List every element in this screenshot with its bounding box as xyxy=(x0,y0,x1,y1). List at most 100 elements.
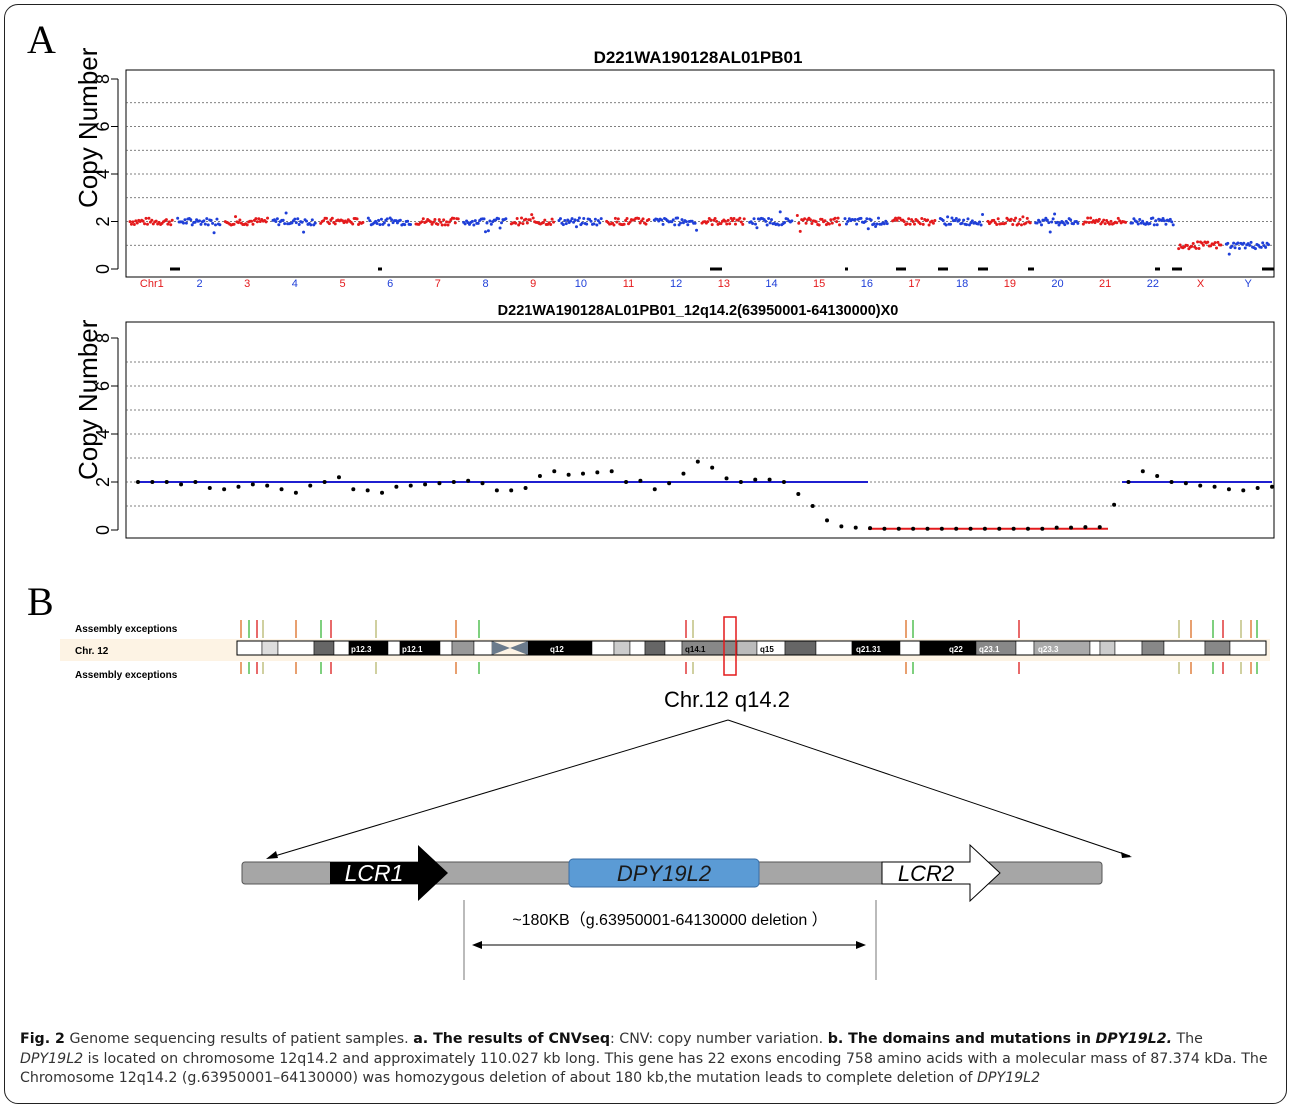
plot2-ytick-label: 6 xyxy=(93,381,113,391)
plot1-point xyxy=(333,222,337,226)
caption-title: Genome sequencing results of patient sam… xyxy=(69,1031,409,1047)
exception-marker xyxy=(1222,620,1224,638)
exception-marker xyxy=(905,620,907,638)
chromosome-band xyxy=(1141,640,1165,656)
plot1-point xyxy=(251,222,255,226)
plot1-point xyxy=(810,222,814,226)
exception-marker xyxy=(256,620,258,638)
plot1-point xyxy=(1017,222,1021,226)
plot1-point xyxy=(1135,220,1139,224)
figure-caption: Fig. 2 Genome sequencing results of pati… xyxy=(20,1030,1270,1089)
chromosome-band xyxy=(333,640,350,656)
plot1-point xyxy=(164,218,168,222)
plot1-point xyxy=(385,217,389,221)
plot1-point xyxy=(576,219,580,223)
plot1-point xyxy=(1171,223,1175,227)
plot1-point xyxy=(472,223,476,227)
exception-marker xyxy=(375,662,377,674)
plot1-point xyxy=(1194,246,1198,250)
plot1-point xyxy=(966,217,970,221)
plot1-point xyxy=(719,222,723,226)
plot1-point xyxy=(1116,216,1120,220)
chromosome-label: 12 xyxy=(670,278,682,290)
plot1-point xyxy=(790,219,794,223)
plot1-point xyxy=(1152,223,1156,227)
plot1-point xyxy=(189,218,193,222)
exception-marker xyxy=(330,620,332,638)
deletion-label: ~180KB（g.63950001-64130000 deletion ） xyxy=(512,911,827,929)
plot2-point xyxy=(1183,481,1188,486)
plot1-point xyxy=(442,218,446,222)
plot1-ytick-label: 4 xyxy=(93,169,113,179)
plot1-point xyxy=(515,216,519,220)
plot1-point xyxy=(309,223,313,227)
band-label: q21.31 xyxy=(856,645,881,654)
chromosome-label: 20 xyxy=(1051,278,1063,290)
chromosome-label: 16 xyxy=(861,278,873,290)
exception-marker xyxy=(1240,620,1242,638)
plot1-point xyxy=(830,221,834,225)
plot1-point xyxy=(131,220,135,224)
chromosome-band xyxy=(613,640,631,656)
plot1-point xyxy=(1264,245,1268,249)
plot1-point xyxy=(1259,245,1263,249)
plot1-point xyxy=(681,221,685,225)
plot1-point xyxy=(1178,243,1182,247)
plot1-point xyxy=(498,226,502,230)
plot1-point xyxy=(660,218,664,222)
plot1-point xyxy=(622,222,626,226)
plot1-point xyxy=(1155,223,1159,227)
plot1-point xyxy=(1063,223,1067,227)
exception-marker xyxy=(685,620,687,638)
plot1-point xyxy=(214,223,218,227)
plot1-point xyxy=(1249,240,1253,244)
plot1-point xyxy=(1069,218,1073,222)
plot1-point xyxy=(593,217,597,221)
plot1-point xyxy=(374,219,378,223)
plot2-point xyxy=(336,475,341,480)
plot2-point xyxy=(1255,486,1260,490)
plot1-point xyxy=(250,219,254,223)
plot2-point xyxy=(681,471,686,476)
plot1-point xyxy=(1108,222,1112,226)
plot2-point xyxy=(193,480,198,484)
plot1-point xyxy=(430,222,434,226)
plot2-point xyxy=(523,486,528,490)
chromosome-label: X xyxy=(1197,278,1205,290)
plot1-point xyxy=(456,217,460,221)
plot2-title: D221WA190128AL01PB01_12q14.2(63950001-64… xyxy=(497,303,899,319)
plot1-point xyxy=(647,218,651,222)
plot1-point xyxy=(680,218,684,222)
exception-marker xyxy=(1222,662,1224,674)
plot1-point xyxy=(598,221,602,225)
plot1-point xyxy=(300,220,304,224)
gene-label: DPY19L2 xyxy=(617,861,711,886)
plot1-point xyxy=(612,223,616,227)
plot1-point xyxy=(489,222,493,226)
plot1-point xyxy=(420,220,424,224)
plot1-point xyxy=(979,223,983,227)
plot1-point xyxy=(143,222,147,226)
plot2-point xyxy=(882,526,887,531)
plot1-point xyxy=(1148,221,1152,225)
plot1-point xyxy=(446,223,450,227)
exception-marker xyxy=(1212,662,1214,674)
plot1-point xyxy=(327,222,331,226)
band-label: p12.3 xyxy=(351,645,372,654)
plot2-point xyxy=(896,526,901,531)
plot1-point xyxy=(198,219,201,223)
chromosome-band xyxy=(1204,640,1231,656)
plot1-point xyxy=(184,221,188,225)
plot1-point xyxy=(166,222,170,226)
plot1-point xyxy=(960,221,964,225)
plot1-point xyxy=(484,230,487,234)
plot1-point xyxy=(429,220,433,224)
panel-a-letter: A xyxy=(27,17,56,62)
chromosome-label: 8 xyxy=(482,278,488,290)
exception-marker xyxy=(1190,620,1192,638)
plot2-point xyxy=(207,486,212,490)
plot1-point xyxy=(1151,216,1155,220)
exception-marker xyxy=(692,662,694,674)
plot1-point xyxy=(1154,219,1158,223)
chromosome-band xyxy=(313,640,335,656)
